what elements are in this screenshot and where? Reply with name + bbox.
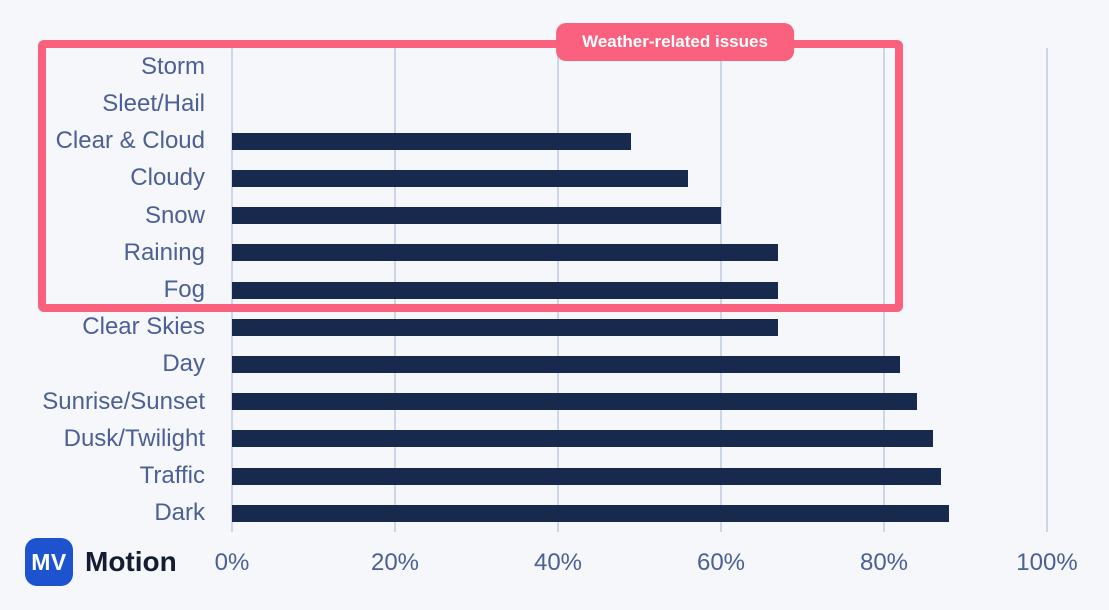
x-tick-label: 20% <box>370 549 420 576</box>
bar-row <box>232 271 1047 308</box>
weather-highlight-badge: Weather-related issues <box>556 23 794 61</box>
category-label: Sleet/Hail <box>102 89 205 117</box>
gridline <box>1046 48 1048 532</box>
brand-name: Motion <box>85 546 177 577</box>
bar <box>232 393 917 411</box>
category-label: Traffic <box>139 462 205 490</box>
x-axis: 0% 20% 40% 60% 80% 100% <box>215 549 1078 581</box>
mv-logo-icon: MV <box>25 538 73 586</box>
category-label: Snow <box>144 201 205 229</box>
bar <box>232 281 779 299</box>
bar <box>232 207 721 225</box>
category-label: Storm <box>140 52 205 80</box>
gridline <box>883 48 885 532</box>
x-tick-label: 60% <box>696 549 746 576</box>
category-label: Clear Skies <box>82 313 205 341</box>
bar-row <box>232 197 1047 234</box>
bar-row <box>232 309 1047 346</box>
bar <box>232 430 933 448</box>
category-label: Dark <box>154 499 205 527</box>
category-label: Dusk/Twilight <box>63 424 205 452</box>
category-label: Clear & Cloud <box>55 127 205 155</box>
bar <box>232 318 779 336</box>
bar-row <box>232 160 1047 197</box>
plot-area <box>231 48 1048 532</box>
bar-row <box>232 346 1047 383</box>
bar-row <box>232 122 1047 159</box>
bar-row <box>232 495 1047 532</box>
category-label: Sunrise/Sunset <box>42 387 205 415</box>
category-label: Raining <box>123 238 205 266</box>
x-tick-label: 100% <box>1016 549 1078 576</box>
bar <box>232 355 901 373</box>
category-label: Cloudy <box>130 164 205 192</box>
bar <box>232 132 632 150</box>
bar <box>232 467 942 485</box>
category-label: Day <box>162 350 205 378</box>
x-tick-label: 80% <box>859 549 909 576</box>
bar <box>232 169 689 187</box>
bar-row <box>232 458 1047 495</box>
bar-row <box>232 234 1047 271</box>
bar <box>232 244 779 262</box>
bar-row <box>232 383 1047 420</box>
x-tick-label: 40% <box>533 549 583 576</box>
bar-rows <box>232 48 1047 532</box>
bar-row <box>232 85 1047 122</box>
x-tick-label: 0% <box>214 549 250 576</box>
brand: MV Motion <box>25 538 177 586</box>
category-axis: Storm Sleet/Hail Clear & Cloud Cloudy Snow Ra… <box>0 48 205 532</box>
bar-row <box>232 420 1047 457</box>
category-label: Fog <box>163 276 205 304</box>
bar <box>232 504 950 522</box>
